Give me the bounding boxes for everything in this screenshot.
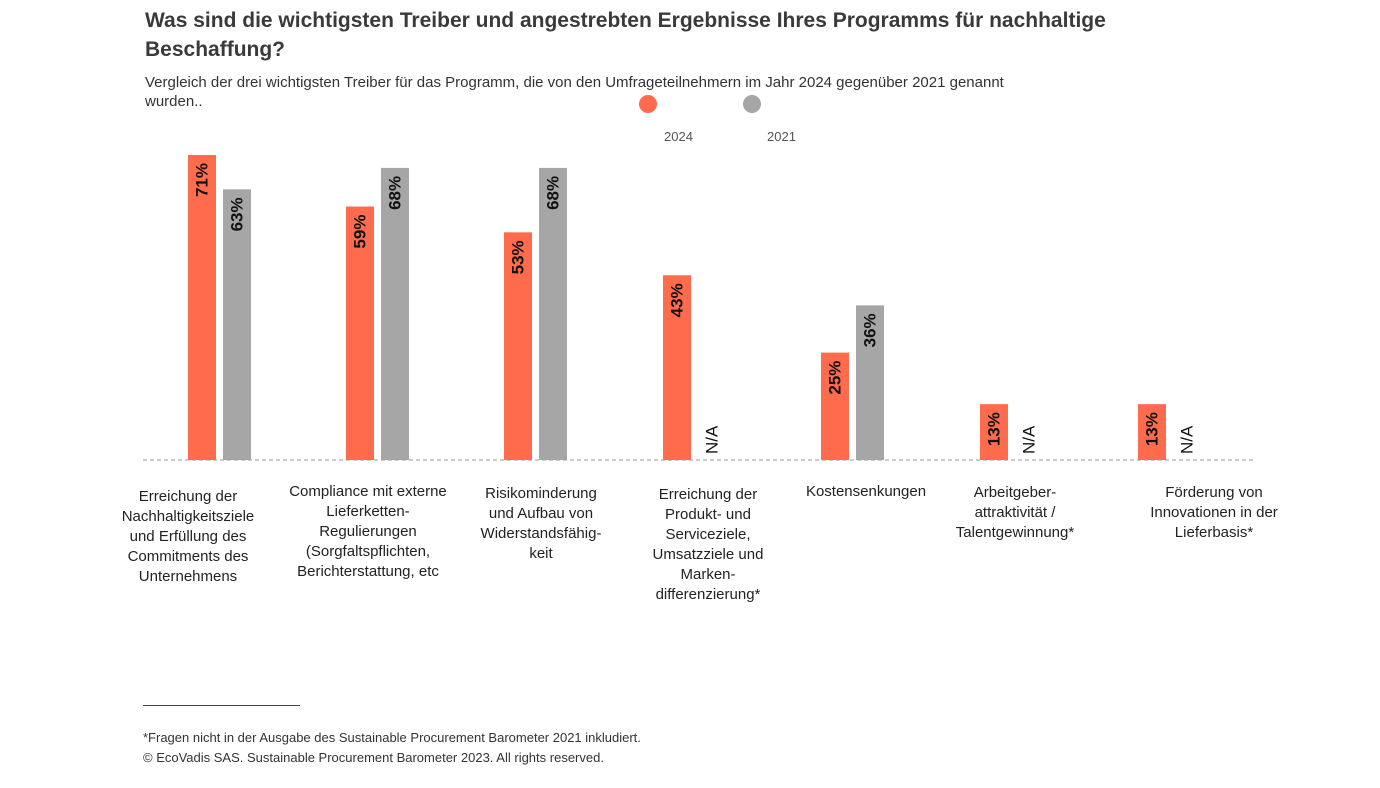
bar-chart: 71% 63% 59% 68% 53% 68% 43% N/A 25% 36% 13% N/A 13% N… (143, 155, 1255, 461)
bar-2021-2 (381, 167, 409, 460)
category-label-4: Erreichung der Produkt- und Serviceziele, U… (623, 485, 793, 605)
bar-label-2021-4: N/A (703, 425, 722, 454)
category-label-3: Risikominderung und Aufbau von Widerstands… (456, 484, 626, 564)
bar-label-2021-1: 63% (228, 197, 247, 231)
bar-label-2021-2: 68% (386, 176, 405, 210)
category-label-line: Nachhaltigkeitsziele (121, 508, 255, 525)
bar-2024-7 (1138, 404, 1166, 460)
category-label-line: (Sorgfaltspflichten, (305, 543, 431, 560)
bar-2021-5 (856, 305, 884, 460)
bar-2024-6 (980, 404, 1008, 460)
category-label-line: Compliance mit externe (289, 483, 447, 500)
footnote: *Fragen nicht in der Ausgabe des Sustain… (143, 730, 641, 745)
bar-2021-1 (223, 189, 251, 460)
bar-label-2024-3: 53% (509, 240, 528, 274)
bar-label-2021-6: N/A (1020, 425, 1039, 454)
category-label-7: Förderung von Innovationen in der Lieferba… (1129, 483, 1299, 543)
copyright: © EcoVadis SAS. Sustainable Procurement … (143, 750, 604, 765)
category-label-6: Arbeitgeber-attraktivität / Talentgewinnu… (930, 483, 1100, 543)
bar-label-2024-6: 13% (985, 412, 1004, 446)
category-label-line: Lieferbasis* (1174, 524, 1254, 541)
category-label-line: Kostensenkungen (805, 483, 927, 500)
category-label-line: und Aufbau von (488, 505, 594, 522)
category-label-line: attraktivität / (974, 504, 1056, 521)
legend-marker-2024 (639, 95, 657, 113)
category-label-line: Erreichung der (658, 486, 758, 503)
category-label-line: Arbeitgeber- (973, 484, 1057, 501)
category-label-1: Erreichung der Nachhaltigkeitsziele und Er… (103, 487, 273, 587)
category-label-5: Kostensenkungen (781, 482, 951, 502)
category-label-line: Berichterstattung, etc (297, 563, 439, 580)
category-label-line: Umsatzziele und (652, 546, 764, 563)
category-label-line: differenzierung* (655, 586, 761, 603)
category-label-2: Compliance mit externe Lieferketten- Regul… (283, 482, 453, 582)
bar-label-2021-7: N/A (1178, 425, 1197, 454)
bar-2024-1 (188, 155, 216, 460)
chart-title: Was sind die wichtigsten Treiber und ang… (145, 9, 1106, 61)
category-label-line: Erreichung der (138, 488, 238, 505)
category-label-line: keit (529, 545, 553, 562)
footer-divider (143, 705, 300, 706)
bar-label-2024-1: 71% (193, 163, 212, 197)
bar-label-2021-5: 36% (861, 313, 880, 347)
bar-2024-2 (346, 206, 374, 460)
legend-label-2021: 2021 (767, 129, 796, 144)
legend-marker-2021 (743, 95, 761, 113)
category-label-line: Innovationen in der (1150, 504, 1278, 521)
bar-2024-4 (663, 275, 691, 460)
bar-label-2024-4: 43% (668, 283, 687, 317)
category-label-line: Marken- (680, 566, 736, 583)
category-label-line: Risikominderung (485, 485, 597, 502)
legend-label-2024: 2024 (664, 129, 693, 144)
category-label-line: Produkt- und (665, 506, 751, 523)
bar-label-2024-7: 13% (1143, 412, 1162, 446)
bar-label-2024-2: 59% (351, 215, 370, 249)
category-label-line: Regulierungen (319, 523, 417, 540)
bar-label-2021-3: 68% (544, 176, 563, 210)
category-label-line: Commitments des (127, 548, 249, 565)
category-label-line: und Erfüllung des (129, 528, 247, 545)
bar-2024-5 (821, 352, 849, 460)
bar-2021-3 (539, 167, 567, 460)
bar-label-2024-5: 25% (826, 361, 845, 395)
chart-subtitle: Vergleich der drei wichtigsten Treiber f… (145, 74, 1004, 110)
category-label-line: Förderung von (1165, 484, 1263, 501)
category-label-line: Unternehmens (138, 568, 238, 585)
category-label-line: Lieferketten- (326, 503, 410, 520)
category-label-line: Widerstandsfähig- (480, 525, 602, 542)
category-label-line: Talentgewinnung* (955, 524, 1075, 541)
bar-2024-3 (504, 232, 532, 460)
category-label-line: Serviceziele, (665, 526, 751, 543)
